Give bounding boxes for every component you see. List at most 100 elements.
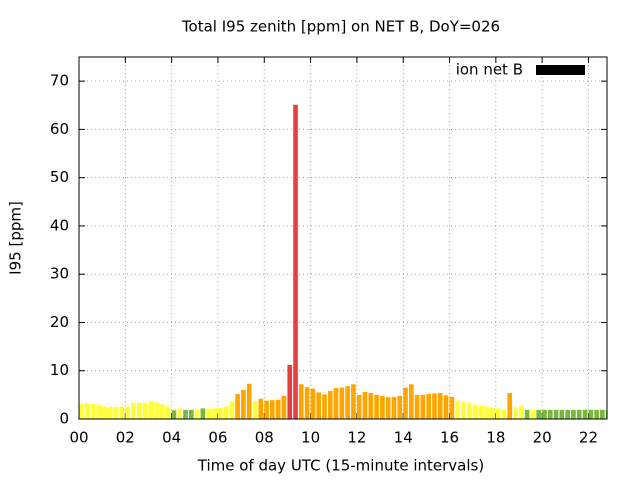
y-tick-label: 0: [59, 410, 69, 428]
bar: [252, 401, 258, 419]
y-tick-label: 10: [50, 361, 69, 379]
bar: [443, 395, 449, 419]
y-tick-label: 60: [50, 120, 69, 138]
bar: [432, 393, 437, 419]
bar: [148, 401, 154, 419]
bar: [160, 404, 165, 419]
bar: [281, 395, 287, 419]
x-tick-label: 06: [208, 429, 227, 447]
bar: [478, 405, 484, 419]
bar: [600, 409, 605, 419]
bar: [189, 409, 194, 419]
bar: [154, 402, 159, 419]
bar: [380, 395, 385, 419]
bar: [264, 400, 269, 419]
bar: [409, 384, 414, 419]
bar: [165, 406, 171, 419]
bar: [200, 408, 206, 419]
x-tick-label: 08: [255, 429, 274, 447]
bar: [107, 406, 113, 419]
bar: [565, 409, 570, 419]
bar: [333, 388, 339, 419]
bar: [397, 395, 403, 419]
x-axis-label: Time of day UTC (15-minute intervals): [197, 457, 484, 475]
bar: [374, 394, 379, 419]
bar: [559, 409, 565, 419]
bar: [125, 406, 130, 419]
bar: [229, 401, 235, 419]
y-tick-label: 30: [50, 265, 69, 283]
bar: [194, 409, 200, 419]
bar: [472, 404, 478, 419]
bar: [513, 407, 518, 419]
bar: [571, 409, 576, 419]
bar: [530, 409, 536, 419]
chart-title: Total I95 zenith [ppm] on NET B, DoY=026: [181, 18, 500, 36]
x-tick-label: 22: [579, 429, 598, 447]
bar: [310, 388, 316, 419]
x-tick-label: 00: [69, 429, 88, 447]
bar: [455, 400, 460, 419]
bar: [466, 402, 472, 419]
bar: [553, 409, 559, 419]
bar: [275, 399, 281, 419]
bar: [368, 392, 374, 419]
bar: [356, 394, 362, 419]
x-tick-label: 04: [162, 429, 181, 447]
bar: [605, 409, 607, 419]
bar: [403, 387, 408, 419]
bar: [345, 386, 350, 419]
bar: [484, 406, 489, 419]
x-tick-label: 18: [486, 429, 505, 447]
bar: [524, 409, 530, 419]
bar: [576, 409, 582, 419]
x-tick-label: 02: [116, 429, 135, 447]
bar: [542, 409, 547, 419]
bar: [501, 409, 507, 419]
bar: [582, 409, 588, 419]
bar: [362, 391, 368, 419]
bar: [449, 396, 455, 419]
bar: [84, 403, 90, 419]
bar: [490, 407, 495, 419]
legend-swatch: [536, 65, 585, 75]
x-tick-label: 12: [347, 429, 366, 447]
bar: [594, 409, 599, 419]
bar: [177, 408, 183, 419]
bar: [304, 387, 310, 419]
bar: [420, 394, 426, 419]
bar: [142, 403, 148, 419]
bar: [322, 394, 327, 419]
bar: [426, 393, 431, 419]
bar: [90, 404, 96, 419]
y-tick-label: 40: [50, 216, 69, 234]
bar: [96, 404, 101, 419]
bar: [391, 396, 397, 419]
bar: [235, 393, 240, 419]
bar: [351, 384, 356, 419]
bar: [212, 408, 217, 419]
bar: [414, 394, 420, 419]
bar: [461, 401, 466, 419]
bar: [547, 409, 553, 419]
x-tick-label: 14: [394, 429, 413, 447]
bar: [339, 387, 345, 419]
x-tick-label: 20: [533, 429, 552, 447]
y-axis-label: I95 [ppm]: [7, 201, 25, 275]
bar: [327, 391, 333, 419]
bar: [113, 406, 119, 419]
bar: [102, 406, 107, 419]
x-tick-label: 10: [301, 429, 320, 447]
bar: [79, 403, 84, 419]
plot-frame: [78, 56, 608, 420]
bar: [316, 392, 321, 419]
bar: [588, 409, 594, 419]
bar: [183, 409, 188, 419]
bar: [131, 402, 136, 419]
bar: [536, 409, 541, 419]
bar: [241, 390, 246, 419]
x-tick-label: 16: [440, 429, 459, 447]
bar: [385, 397, 391, 419]
bar: [258, 398, 264, 419]
